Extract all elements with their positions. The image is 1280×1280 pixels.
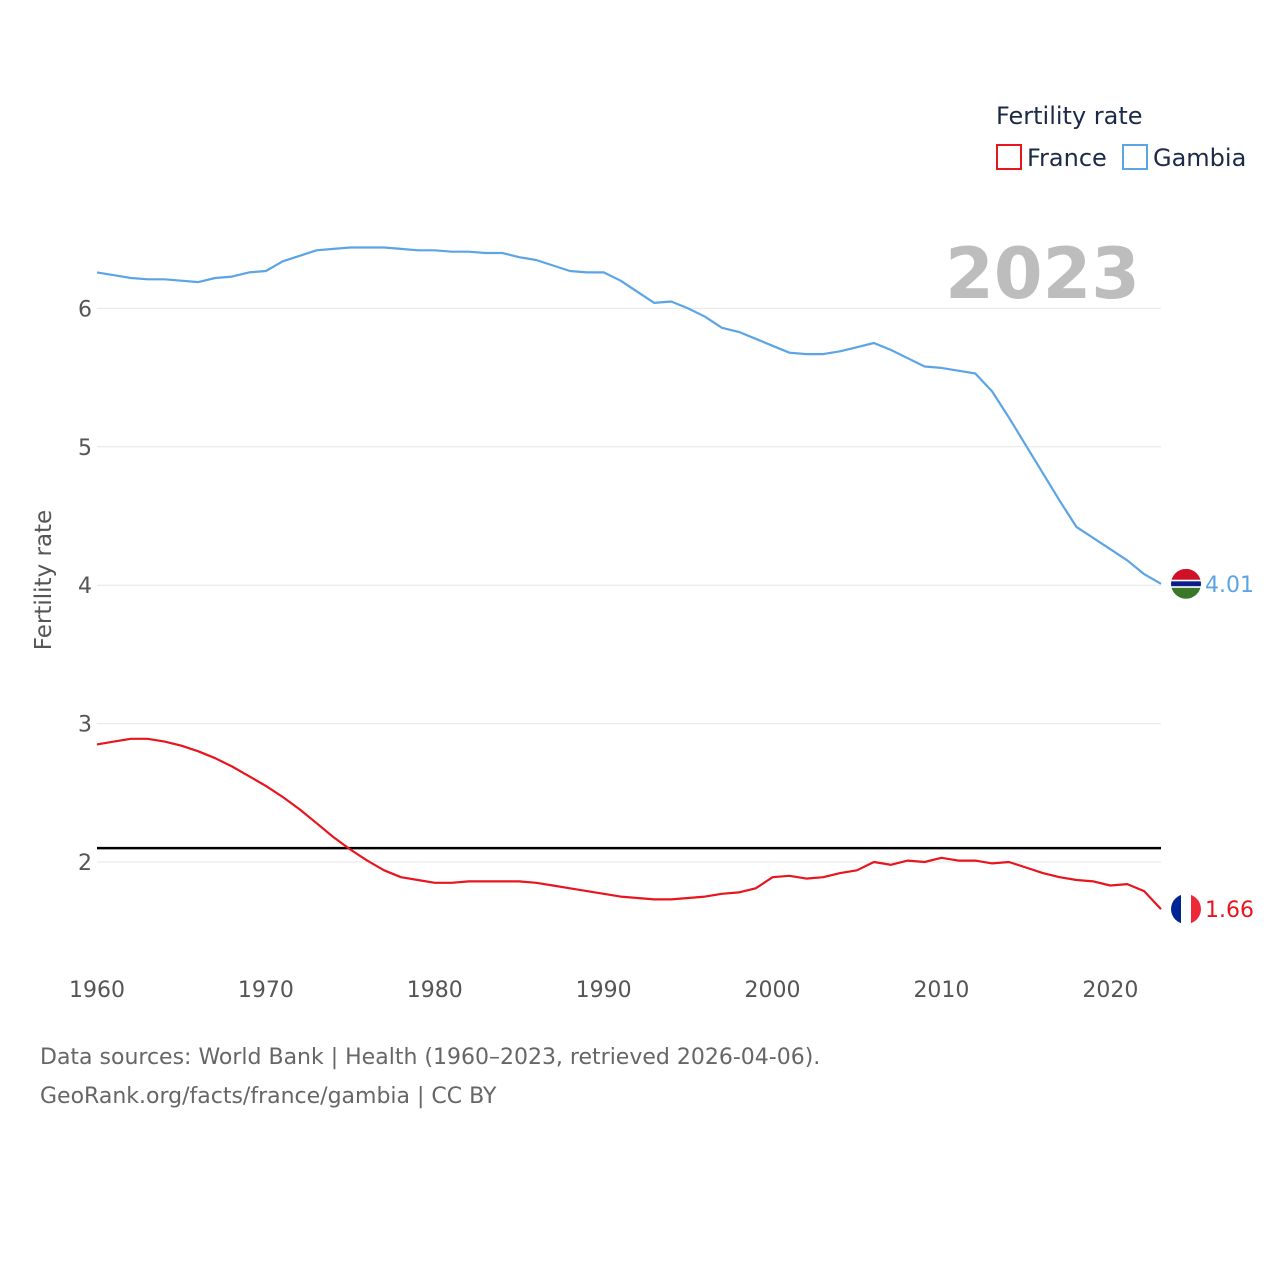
- end-value-label-gambia: 4.01: [1205, 573, 1254, 598]
- x-tick-label: 2000: [745, 978, 801, 1003]
- credit-text: GeoRank.org/facts/france/gambia | CC BY: [40, 1084, 497, 1109]
- x-tick-label: 2020: [1082, 978, 1138, 1003]
- y-tick-label: 4: [78, 574, 92, 599]
- x-tick-label: 1970: [238, 978, 294, 1003]
- france-flag-icon: [1171, 894, 1201, 925]
- legend-label-france: France: [1027, 144, 1107, 172]
- gridlines: [97, 307, 1161, 863]
- x-tick-label: 1990: [576, 978, 632, 1003]
- legend-item-gambia[interactable]: Gambia: [1122, 144, 1246, 172]
- y-tick-label: 5: [78, 436, 92, 461]
- series-lines: [96, 246, 1162, 910]
- legend-title: Fertility rate: [996, 102, 1143, 130]
- gambia-flag-icon: [1171, 568, 1201, 599]
- series-end-markers: 1.66 4.01: [1171, 568, 1254, 925]
- x-tick-label: 2010: [913, 978, 969, 1003]
- legend-label-gambia: Gambia: [1153, 144, 1246, 172]
- x-axis-ticks: 1960 1970 1980 1990 2000 2010 2020: [69, 978, 1138, 1003]
- legend: Fertility rate France Gambia: [996, 102, 1246, 172]
- legend-swatch-gambia: [1122, 144, 1148, 170]
- y-tick-label: 6: [78, 297, 92, 322]
- y-tick-label: 2: [78, 851, 92, 876]
- series-line-france[interactable]: [96, 737, 1162, 910]
- legend-item-france[interactable]: France: [996, 144, 1107, 172]
- end-value-label-france: 1.66: [1205, 898, 1254, 923]
- x-tick-label: 1960: [69, 978, 125, 1003]
- y-tick-label: 3: [78, 713, 92, 738]
- series-line-gambia[interactable]: [96, 246, 1162, 585]
- y-axis-ticks: 2 3 4 5 6: [78, 297, 92, 876]
- year-watermark: 2023: [945, 233, 1140, 315]
- x-tick-label: 1980: [407, 978, 463, 1003]
- legend-swatch-france: [996, 144, 1022, 170]
- data-source-text: Data sources: World Bank | Health (1960–…: [40, 1045, 821, 1070]
- y-axis-title: Fertility rate: [31, 510, 57, 650]
